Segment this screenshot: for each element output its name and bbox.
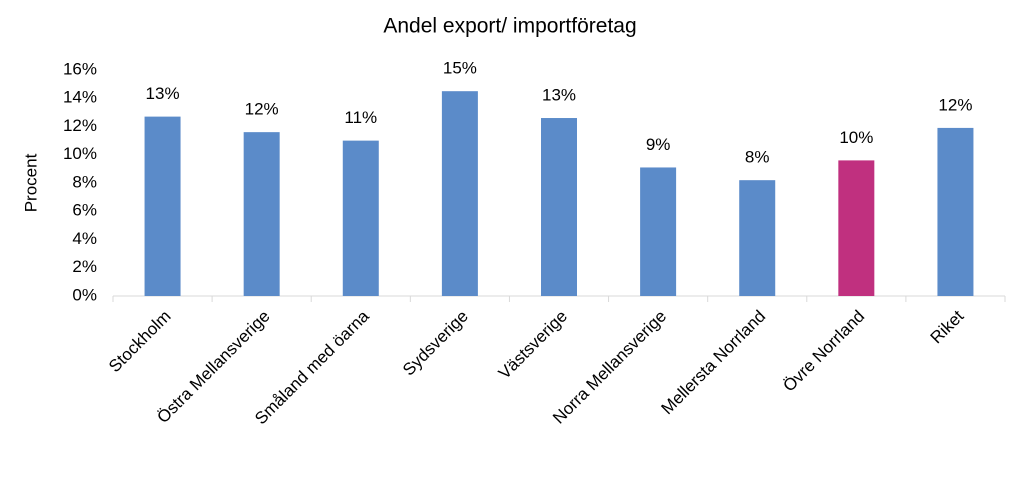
bar: [342, 140, 379, 296]
x-tick-label: Riket: [927, 306, 968, 347]
value-label: 13%: [542, 86, 576, 105]
y-tick-label: 14%: [63, 88, 97, 107]
bar: [640, 167, 677, 296]
x-tick-label: Norra Mellansverige: [549, 307, 670, 428]
x-tick-label: Västsverige: [495, 307, 571, 383]
y-tick-label: 4%: [72, 229, 97, 248]
x-tick-label: Mellersta Norrland: [658, 307, 770, 419]
y-tick-label: 12%: [63, 116, 97, 135]
value-label: 13%: [146, 84, 180, 103]
y-tick-label: 0%: [72, 285, 97, 304]
y-tick-label: 6%: [72, 201, 97, 220]
y-tick-label: 16%: [63, 59, 97, 78]
chart-title: Andel export/ importföretag: [383, 15, 636, 38]
x-tick-label: Sydsverige: [399, 307, 472, 380]
value-label: 12%: [245, 100, 279, 119]
bar: [937, 127, 974, 296]
bar: [838, 160, 875, 296]
value-label: 10%: [839, 128, 873, 147]
bar: [541, 118, 577, 297]
x-tick-label: Småland med öarna: [251, 306, 373, 428]
y-tick-label: 2%: [72, 257, 97, 276]
y-tick-label: 8%: [72, 172, 97, 191]
bar: [441, 91, 478, 296]
bar: [739, 180, 776, 296]
bar: [243, 132, 280, 296]
bar: [144, 116, 181, 296]
value-label: 8%: [745, 148, 770, 167]
value-label: 11%: [344, 108, 377, 127]
x-tick-label: Östra Mellansverige: [153, 307, 273, 427]
value-label: 15%: [443, 59, 477, 78]
y-axis-label: Procent: [21, 153, 40, 212]
value-label: 9%: [646, 135, 671, 154]
y-tick-label: 10%: [63, 144, 97, 163]
x-tick-label: Övre Norrland: [779, 307, 868, 396]
value-label: 12%: [938, 95, 972, 114]
x-tick-label: Stockholm: [105, 307, 175, 377]
